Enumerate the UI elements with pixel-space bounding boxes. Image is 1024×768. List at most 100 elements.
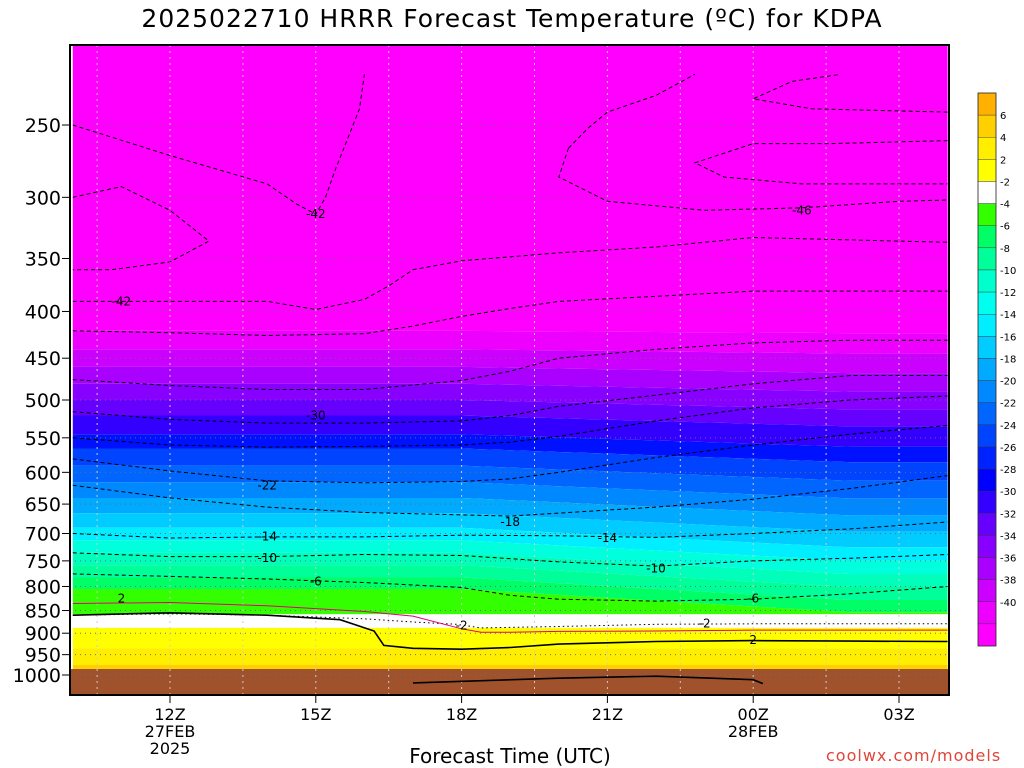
contour-line-0 [72, 74, 365, 215]
contour-line-13 [72, 521, 948, 539]
colorbar-swatch-5 [977, 203, 997, 226]
colorbar-label-14: -24 [1000, 421, 1016, 432]
colorbar-label-8: -12 [1000, 288, 1016, 299]
contour-line-2 [72, 236, 948, 311]
temp-band-11 [72, 497, 948, 532]
contour-label-1: -42 [112, 294, 132, 308]
contour-label-9: -10 [646, 562, 666, 576]
y-tick-label-11: 800 [25, 576, 61, 598]
colorbar-swatch-20 [977, 535, 997, 558]
colorbar-swatch-4 [977, 181, 997, 204]
temp-band-2 [72, 349, 948, 374]
y-axis-ticks: 2503003504004505005506006507007508008509… [13, 115, 70, 687]
x-tick-date-0: 27FEB [145, 722, 196, 741]
contour-label-6: -14 [257, 529, 277, 543]
colorbar-label-10: -16 [1000, 332, 1016, 343]
colorbar-label-12: -20 [1000, 377, 1016, 388]
y-tick-label-4: 450 [25, 348, 61, 370]
plot-frame [69, 44, 950, 696]
colorbar-swatch-22 [977, 579, 997, 602]
colorbar-label-15: -26 [1000, 443, 1016, 454]
contour-line-1 [72, 186, 210, 271]
temp-band-12 [72, 513, 948, 548]
temp-band-10 [72, 482, 948, 516]
contour-line-16 [72, 613, 948, 629]
colorbar-label-5: -6 [1000, 222, 1010, 233]
temp-band-16 [72, 565, 948, 601]
colorbar-label-0: 6 [1000, 111, 1006, 122]
temp-band-0 [72, 45, 948, 334]
contour-label-8: -10 [257, 551, 277, 565]
colorbar-swatch-3 [977, 159, 997, 182]
colorbar-swatch-12 [977, 358, 997, 381]
temp-band-15 [72, 552, 948, 587]
y-tick-label-0: 250 [25, 115, 61, 137]
temp-band-8 [72, 448, 948, 481]
y-tick-label-9: 700 [25, 523, 61, 545]
colorbar-swatch-13 [977, 380, 997, 403]
colorbar: 6 4 2 -2 -4 -6 -8 -10 -12 -14 -16 -18 -20 -22 -24 -26 -2… [977, 92, 1016, 647]
x-tick-label-3: 21Z [592, 705, 623, 724]
x-tick-label-4: 00Z [738, 705, 769, 724]
contour-line-15 [72, 573, 948, 602]
colorbar-swatch-7 [977, 247, 997, 271]
colorbar-swatch-14 [977, 402, 997, 425]
colorbar-swatch-1 [977, 114, 997, 138]
contour-label-14: -2 [699, 616, 711, 630]
x-tick-label-5: 03Z [883, 705, 914, 724]
temp-band-20 [72, 627, 948, 649]
colorbar-label-18: -32 [1000, 509, 1016, 520]
x-tick-label-2: 18Z [446, 705, 477, 724]
colorbar-swatch-8 [977, 269, 997, 293]
colorbar-swatch-19 [977, 513, 997, 536]
temp-band-13 [72, 527, 948, 561]
colorbar-label-17: -30 [1000, 487, 1016, 498]
colorbar-swatch-9 [977, 291, 997, 315]
grid-lines [70, 45, 949, 695]
colorbar-label-13: -22 [1000, 399, 1016, 410]
contour-lines [72, 73, 948, 685]
temp-band-14 [72, 540, 948, 574]
colorbar-swatch-10 [977, 314, 997, 337]
y-tick-label-13: 900 [25, 623, 61, 645]
colorbar-label-11: -18 [1000, 354, 1016, 365]
contour-line-12 [72, 475, 948, 517]
contour-line-7 [72, 290, 948, 337]
contour-label-0: -42 [306, 207, 326, 221]
y-tick-label-1: 300 [25, 187, 61, 209]
chart-title: 2025022710 HRRR Forecast Temperature (ºC… [141, 4, 883, 33]
colorbar-swatch-2 [977, 137, 997, 160]
temp-band-5 [72, 400, 948, 427]
contour-label-4: -22 [257, 478, 277, 492]
contour-label-2: -46 [792, 203, 812, 217]
colorbar-label-16: -28 [1000, 465, 1016, 476]
temp-band-19 [72, 614, 948, 628]
colorbar-swatch-0 [977, 92, 997, 116]
y-tick-label-2: 350 [25, 248, 61, 270]
temp-band-9 [72, 465, 948, 499]
contour-label-7: -14 [598, 531, 618, 545]
colorbar-label-6: -8 [1000, 244, 1010, 255]
y-tick-label-15: 1000 [13, 665, 61, 687]
temp-band-3 [72, 366, 948, 392]
colorbar-label-19: -34 [1000, 531, 1016, 542]
colorbar-swatch-23 [977, 601, 997, 625]
colorbar-swatch-21 [977, 557, 997, 580]
colorbar-label-7: -10 [1000, 266, 1016, 277]
contour-line-4 [558, 147, 948, 211]
contour-label-11: -6 [747, 592, 759, 606]
contour-label-5: -18 [500, 515, 520, 529]
contour-label-10: -6 [310, 574, 322, 588]
credit-link[interactable]: coolwx.com/models [826, 746, 1002, 765]
y-tick-label-3: 400 [25, 301, 61, 323]
temp-band-17 [72, 577, 948, 613]
x-tick-date-4: 28FEB [728, 722, 779, 741]
colorbar-label-2: 2 [1000, 155, 1006, 166]
y-tick-label-10: 750 [25, 551, 61, 573]
x-tick-label-0: 12Z [154, 705, 185, 724]
colorbar-swatch-18 [977, 490, 997, 514]
colorbar-swatch-16 [977, 446, 997, 470]
contour-label-15: 2 [749, 633, 757, 647]
colorbar-label-4: -4 [1000, 200, 1010, 211]
